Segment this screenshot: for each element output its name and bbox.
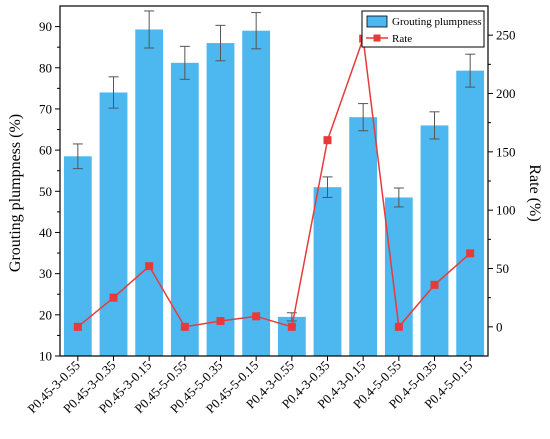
legend-line-marker <box>373 34 381 42</box>
rate-line-layer <box>73 34 475 331</box>
bar <box>135 29 164 357</box>
rate-marker <box>73 322 82 331</box>
bar <box>456 70 485 356</box>
rate-marker <box>430 280 439 289</box>
y-tick-label: 60 <box>39 143 52 158</box>
bar <box>384 197 413 356</box>
bar <box>206 43 235 356</box>
rate-marker <box>145 262 154 271</box>
y-tick-label: 70 <box>39 101 52 116</box>
rate-marker <box>394 322 403 331</box>
rate-marker <box>287 322 296 331</box>
bar <box>170 62 199 357</box>
y-tick-label: 20 <box>39 307 52 322</box>
rate-marker <box>216 317 225 325</box>
y-axis-title: Grouting plumpness (%) <box>7 114 24 272</box>
bar <box>63 156 92 356</box>
rate-marker <box>180 322 189 331</box>
y2-tick-label: 100 <box>496 203 516 218</box>
bar <box>99 92 128 357</box>
y2-tick-label: 50 <box>496 261 509 276</box>
rate-marker <box>323 136 332 145</box>
y-tick-label: 40 <box>39 225 52 240</box>
y2-tick-label: 0 <box>496 319 503 334</box>
bar <box>277 316 306 356</box>
bar <box>242 30 271 357</box>
y2-tick-label: 250 <box>496 28 516 43</box>
bar <box>313 187 342 356</box>
y2-tick-label: 200 <box>496 86 516 101</box>
legend: Grouting plumpness Rate <box>361 10 485 48</box>
legend-bar-swatch <box>366 15 388 28</box>
bar <box>349 117 378 356</box>
y-tick-label: 50 <box>39 184 52 199</box>
y-tick-label: 10 <box>39 349 52 364</box>
y-tick-label: 80 <box>39 60 52 75</box>
y-tick-label: 90 <box>39 19 52 34</box>
legend-line-label: Rate <box>392 33 412 45</box>
y-tick-label: 30 <box>39 266 52 281</box>
rate-line <box>77 38 471 329</box>
bar <box>420 125 449 356</box>
bars-layer <box>63 10 485 357</box>
rate-marker <box>252 312 261 321</box>
y2-tick-label: 150 <box>496 144 516 159</box>
y2-axis-title: Rate (%) <box>526 164 543 221</box>
rate-marker <box>466 249 475 258</box>
rate-marker <box>109 293 118 302</box>
legend-bar-label: Grouting plumpness <box>392 16 482 28</box>
